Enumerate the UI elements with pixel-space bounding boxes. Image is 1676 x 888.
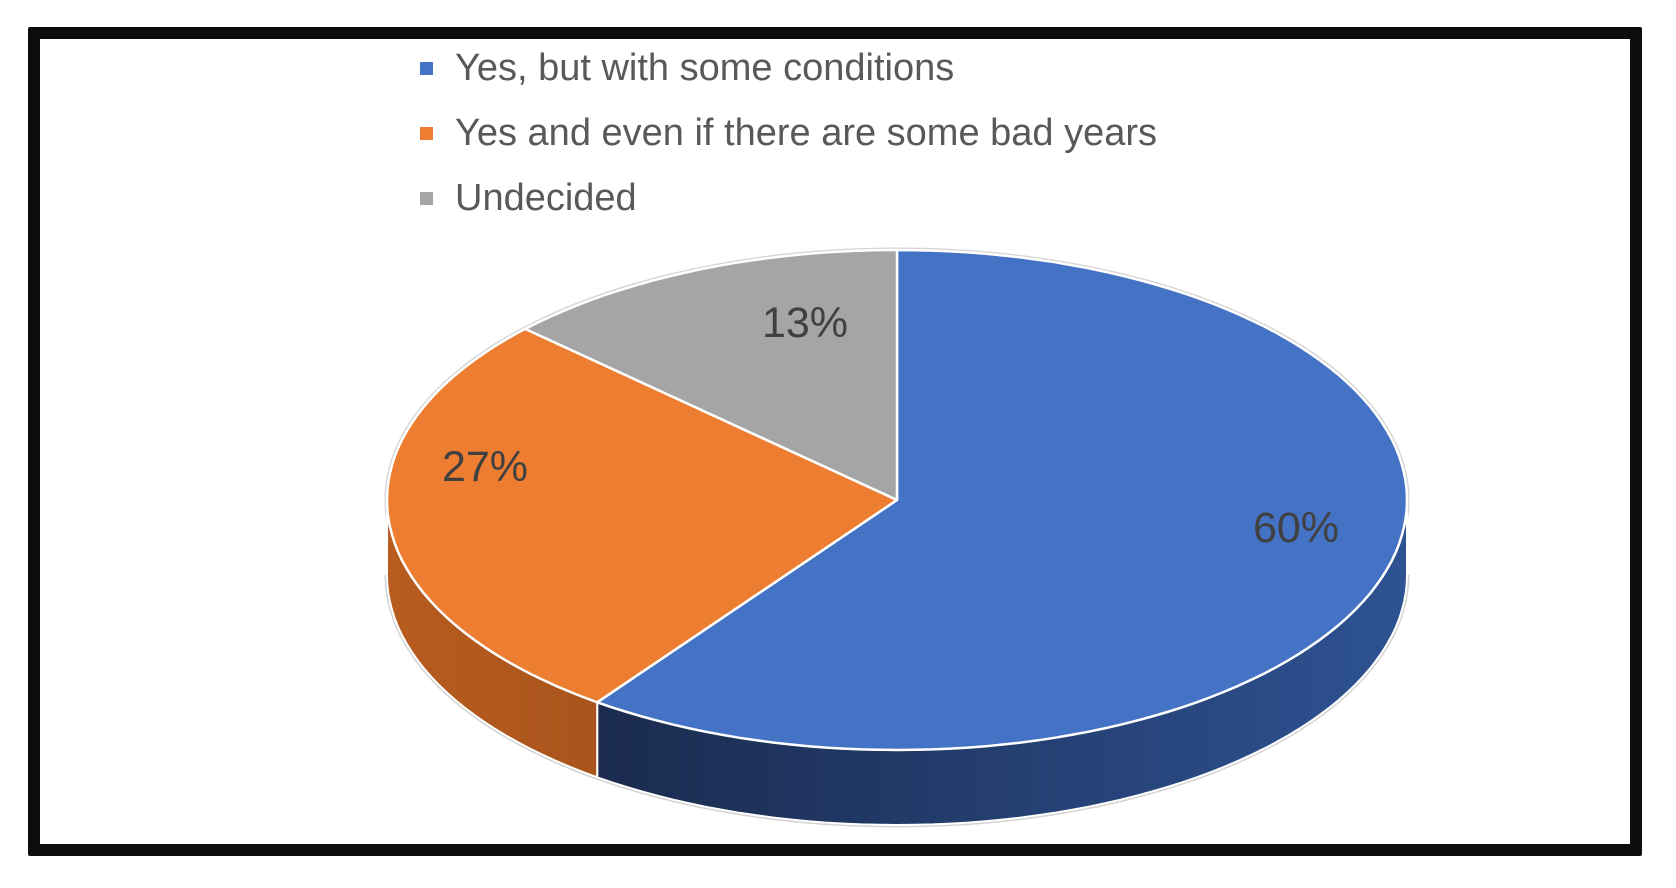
legend-item-1: Yes and even if there are some bad years: [420, 101, 1157, 166]
legend-label: Undecided: [455, 177, 637, 219]
legend-item-0: Yes, but with some conditions: [420, 36, 1157, 101]
legend-swatch-icon: [420, 62, 433, 75]
legend-label: Yes, but with some conditions: [455, 47, 955, 89]
legend-swatch-icon: [420, 127, 433, 140]
legend-item-2: Undecided: [420, 166, 1157, 231]
pie-slice-0: [595, 248, 1409, 752]
pie-slice-1: [385, 327, 899, 704]
pie-slice-2: [523, 248, 899, 502]
legend-swatch-icon: [420, 192, 433, 205]
data-label-1: 27%: [442, 443, 528, 491]
data-label-2: 13%: [762, 299, 848, 347]
legend-label: Yes and even if there are some bad years: [455, 112, 1158, 154]
data-label-0: 60%: [1253, 504, 1339, 552]
legend: Yes, but with some conditions Yes and eve…: [420, 36, 1157, 231]
